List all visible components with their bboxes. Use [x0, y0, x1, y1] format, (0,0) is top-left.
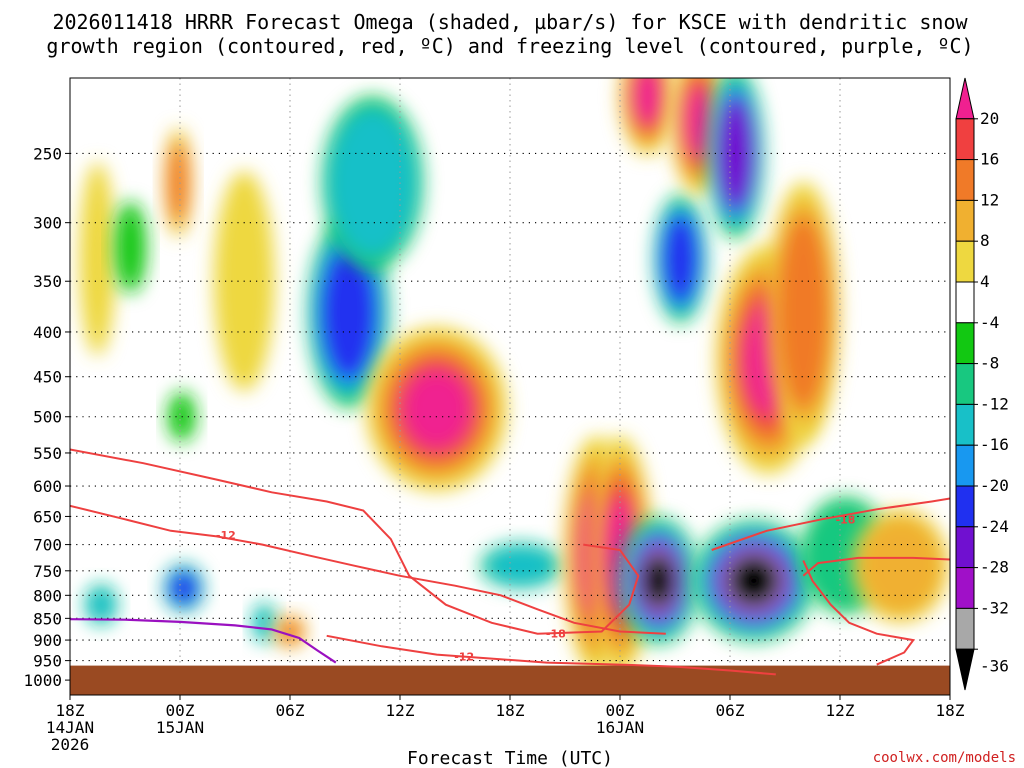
y-tick-label: 850 — [33, 609, 62, 628]
colorbar-swatch — [955, 567, 975, 609]
colorbar-swatch — [955, 281, 975, 324]
colorbar-label: -4 — [980, 313, 999, 332]
colorbar-label: -28 — [980, 558, 1009, 577]
omega-cell — [252, 603, 277, 643]
colorbar-label: -16 — [980, 435, 1009, 454]
omega-cell — [852, 508, 949, 623]
colorbar-label: 4 — [980, 272, 990, 291]
colorbar-swatch — [955, 240, 975, 283]
y-tick-label: 1000 — [23, 671, 62, 690]
x-tick-label: 18Z — [936, 701, 965, 720]
omega-cell — [480, 543, 562, 589]
colorbar-swatch — [955, 526, 975, 569]
colorbar-swatch — [955, 159, 975, 201]
colorbar-label: 16 — [980, 150, 999, 169]
colorbar: 20 16 12 8 4 -4 -8 -12 -16 -20 -24 -28 -32 -36 — [955, 77, 1009, 691]
x-tick-label: 18Z — [56, 701, 85, 720]
y-tick-label: 600 — [33, 477, 62, 496]
pressure-axis: 250 300 350 400 450 500 550 600 650 700 750 800 850 9… — [23, 144, 70, 690]
dendritic-contour — [802, 560, 916, 666]
plot-grid — [70, 78, 950, 695]
omega-cell — [163, 564, 204, 613]
colorbar-swatch — [955, 77, 975, 120]
colorbar-label: -24 — [980, 517, 1009, 536]
dendritic-contour — [711, 497, 950, 551]
y-tick-label: 750 — [33, 562, 62, 581]
y-tick-label: 650 — [33, 507, 62, 526]
y-tick-label: 550 — [33, 444, 62, 463]
colorbar-swatch — [955, 648, 975, 691]
colorbar-label: -12 — [980, 394, 1009, 413]
omega-cell — [618, 517, 699, 644]
omega-cell — [707, 78, 764, 239]
dendritic-contour — [802, 556, 950, 577]
freezing-level-contour — [70, 618, 337, 664]
x-tick-label: 06Z — [276, 701, 305, 720]
colorbar-swatch — [955, 444, 975, 487]
colorbar-label: -32 — [980, 598, 1009, 617]
contour-label: -12 — [454, 651, 474, 664]
y-tick-label: 250 — [33, 144, 62, 163]
omega-cell — [114, 201, 147, 294]
x-tick-year: 2026 — [51, 735, 90, 754]
y-tick-label: 800 — [33, 586, 62, 605]
omega-cell — [654, 195, 707, 323]
colorbar-label: 12 — [980, 190, 999, 209]
y-tick-label: 350 — [33, 272, 62, 291]
dendritic-contour — [70, 448, 640, 635]
y-tick-label: 450 — [33, 368, 62, 387]
x-tick-label: 12Z — [826, 701, 855, 720]
colorbar-label: 8 — [980, 231, 990, 250]
chart-title-line-1: 2026011418 HRRR Forecast Omega (shaded, … — [52, 10, 968, 34]
omega-cell — [693, 520, 815, 641]
x-tick-label: 00Z — [166, 701, 195, 720]
omega-cell — [767, 181, 840, 444]
colorbar-swatch — [955, 199, 975, 242]
omega-cell — [79, 162, 116, 356]
x-tick-label: 12Z — [386, 701, 415, 720]
dendritic-contour — [70, 504, 666, 635]
contour-labels: -12 -12 -18 -18 — [216, 513, 856, 663]
colorbar-swatch — [955, 607, 975, 650]
colorbar-label: -20 — [980, 476, 1009, 495]
omega-cell — [322, 96, 423, 269]
x-tick-date: 15JAN — [156, 718, 204, 737]
x-tick-label: 06Z — [716, 701, 745, 720]
x-tick-date: 14JAN — [46, 718, 94, 737]
omega-cell — [85, 584, 118, 626]
colorbar-swatch — [955, 118, 975, 161]
chart-title-line-2: growth region (contoured, red, ºC) and f… — [46, 34, 973, 58]
temperature-contours — [70, 448, 950, 676]
x-axis-label: Forecast Time (UTC) — [407, 748, 613, 768]
omega-cell — [164, 128, 193, 238]
y-tick-label: 500 — [33, 408, 62, 427]
x-tick-label: 18Z — [496, 701, 525, 720]
x-tick-label: 00Z — [606, 701, 635, 720]
y-tick-label: 300 — [33, 214, 62, 233]
colorbar-swatch — [955, 363, 975, 405]
omega-cell — [619, 78, 676, 155]
y-tick-label: 900 — [33, 631, 62, 650]
omega-shading — [79, 78, 949, 675]
colorbar-swatch — [955, 322, 975, 365]
y-tick-label: 700 — [33, 536, 62, 555]
colorbar-label: -36 — [980, 657, 1009, 676]
contour-label: -12 — [216, 529, 236, 542]
colorbar-label: -8 — [980, 354, 999, 373]
omega-cell — [366, 327, 508, 492]
colorbar-swatch — [955, 403, 975, 446]
credit-link[interactable]: coolwx.com/models — [873, 750, 1016, 766]
dendritic-contour — [326, 634, 776, 676]
colorbar-swatch — [955, 485, 975, 528]
colorbar-label: 20 — [980, 109, 999, 128]
contour-label: -18 — [546, 628, 566, 641]
ground-surface — [70, 665, 950, 695]
y-tick-label: 400 — [33, 323, 62, 342]
y-tick-label: 950 — [33, 652, 62, 671]
x-tick-date: 16JAN — [596, 718, 644, 737]
contour-label: -18 — [836, 513, 856, 526]
